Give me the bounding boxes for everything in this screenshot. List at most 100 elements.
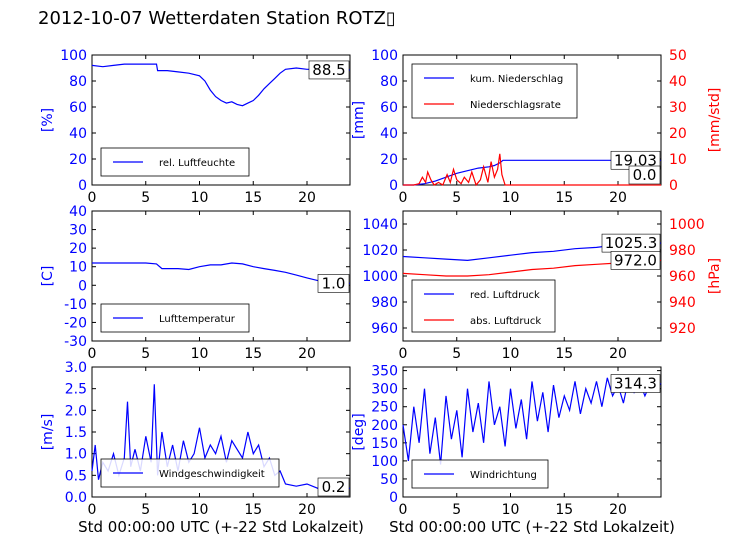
humidity-xtick-label: 10 [191,190,209,206]
temperature-ylabel: [C] [40,266,56,287]
humidity-ytick-label: 80 [69,74,87,90]
humidity-axes-frame [91,54,351,186]
temperature-ytick-label: 20 [69,241,87,257]
wind-ytick-label: 0.0 [65,490,87,506]
precip-series-line-1 [403,153,661,187]
winddir-ylabel: [deg] [351,413,367,450]
winddir-xtick-label: 5 [452,502,461,518]
precip-y2tick-label: 40 [669,74,687,90]
pressure-ytick-label: 1000 [362,269,398,285]
pressure-legend-label-0: red. Luftdruck [470,290,540,301]
humidity-ylabel: [%] [40,108,56,132]
pressure-value-box-1 [610,251,661,270]
wind-ylabel: [m/s] [40,414,56,451]
precip-legend-label-1: Niederschlagsrate [470,100,561,111]
pressure-y2tick-label: 920 [669,321,696,337]
pressure-xtick-label: 10 [502,346,520,362]
wind-legend-box [100,458,280,488]
pressure-y2tick-label: 940 [669,295,696,311]
wind-ytick-label: 3.0 [65,360,87,376]
temperature-axes-frame [91,210,351,342]
temperature-value-box-0 [317,274,350,293]
temperature-xtick-label: 0 [88,346,97,362]
temperature-ytick-label: 10 [69,260,87,276]
winddir-xlabel: Std 00:00:00 UTC (+-22 Std Lokalzeit) [389,518,675,536]
precip-ytick-label: 40 [380,126,398,142]
temperature-legend-label-0: Lufttemperatur [159,314,236,325]
humidity-ytick-label: 40 [69,126,87,142]
pressure-ytick-label: 960 [371,321,398,337]
humidity-value-label-0: 88.5 [312,61,345,79]
temperature-xtick-label: 5 [141,346,150,362]
precip-value-label-0: 19.03 [614,151,657,169]
humidity-xtick-label: 5 [141,190,150,206]
precip-legend-label-0: kum. Niederschlag [470,74,563,85]
wind-xtick-label: 5 [141,502,150,518]
wind-xtick-label: 20 [298,502,316,518]
wind-xtick-label: 10 [191,502,209,518]
winddir-xtick-label: 15 [555,502,573,518]
temperature-series-line-0 [92,262,350,284]
humidity-xtick-label: 20 [298,190,316,206]
pressure-y2label: [hPa] [707,258,723,294]
precip-xtick-label: 0 [399,190,408,206]
precip-y2tick-label: 30 [669,100,687,116]
pressure-legend-box [411,279,556,333]
pressure-ytick-label: 980 [371,295,398,311]
winddir-ytick-label: 250 [371,400,398,416]
precip-ytick-label: 80 [380,74,398,90]
humidity-xtick-label: 0 [88,190,97,206]
temperature-value-label-0: 1.0 [322,274,346,292]
figure-title: 2012-10-07 Wetterdaten Station ROTZ▯ [38,8,396,29]
winddir-xtick-label: 20 [609,502,627,518]
wind-xtick-label: 15 [244,502,262,518]
temperature-ytick-label: 30 [69,223,87,239]
winddir-ytick-label: 200 [371,418,398,434]
precip-xtick-label: 15 [555,190,573,206]
winddir-ytick-label: 150 [371,436,398,452]
winddir-value-label-0: 314.3 [614,375,657,393]
pressure-ytick-label: 1020 [362,243,398,259]
precip-ytick-label: 20 [380,152,398,168]
temperature-ytick-label: 40 [69,204,87,220]
humidity-legend-label-0: rel. Luftfeuchte [159,158,235,169]
precip-y2label: [mm/std] [707,88,723,153]
winddir-ytick-label: 50 [380,472,398,488]
wind-legend-label-0: Windgeschwindigkeit [159,469,265,480]
temperature-ytick-label: -30 [64,334,87,350]
humidity-ytick-label: 20 [69,152,87,168]
precip-ylabel: [mm] [351,101,367,139]
wind-ytick-label: 0.5 [65,468,87,484]
humidity-ytick-label: 60 [69,100,87,116]
precip-xtick-label: 10 [502,190,520,206]
humidity-ytick-label: 0 [78,178,87,194]
precip-y2tick-label: 20 [669,126,687,142]
winddir-ytick-label: 0 [389,490,398,506]
pressure-value-label-0: 1025.3 [605,234,658,252]
pressure-xtick-label: 15 [555,346,573,362]
wind-value-label-0: 0.2 [322,478,346,496]
precip-legend-box [411,63,578,119]
wind-xtick-label: 0 [88,502,97,518]
temperature-ytick-label: -20 [64,315,87,331]
winddir-axes-frame [402,366,662,498]
wind-ytick-label: 1.5 [65,425,87,441]
precip-y2tick-label: 50 [669,48,687,64]
winddir-ytick-label: 100 [371,454,398,470]
temperature-ytick-label: 0 [78,278,87,294]
pressure-xtick-label: 0 [399,346,408,362]
pressure-legend-label-1: abs. Luftdruck [470,316,541,327]
precip-xtick-label: 20 [609,190,627,206]
temperature-xtick-label: 10 [191,346,209,362]
pressure-xtick-label: 5 [452,346,461,362]
humidity-series-line-0 [91,63,350,107]
precip-y2tick-label: 0 [669,178,678,194]
humidity-xtick-label: 15 [244,190,262,206]
winddir-ytick-label: 350 [371,364,398,380]
precip-xtick-label: 5 [452,190,461,206]
temperature-ytick-label: -10 [64,297,87,313]
precip-ytick-label: 100 [371,48,398,64]
precip-ytick-label: 60 [380,100,398,116]
pressure-xtick-label: 20 [609,346,627,362]
